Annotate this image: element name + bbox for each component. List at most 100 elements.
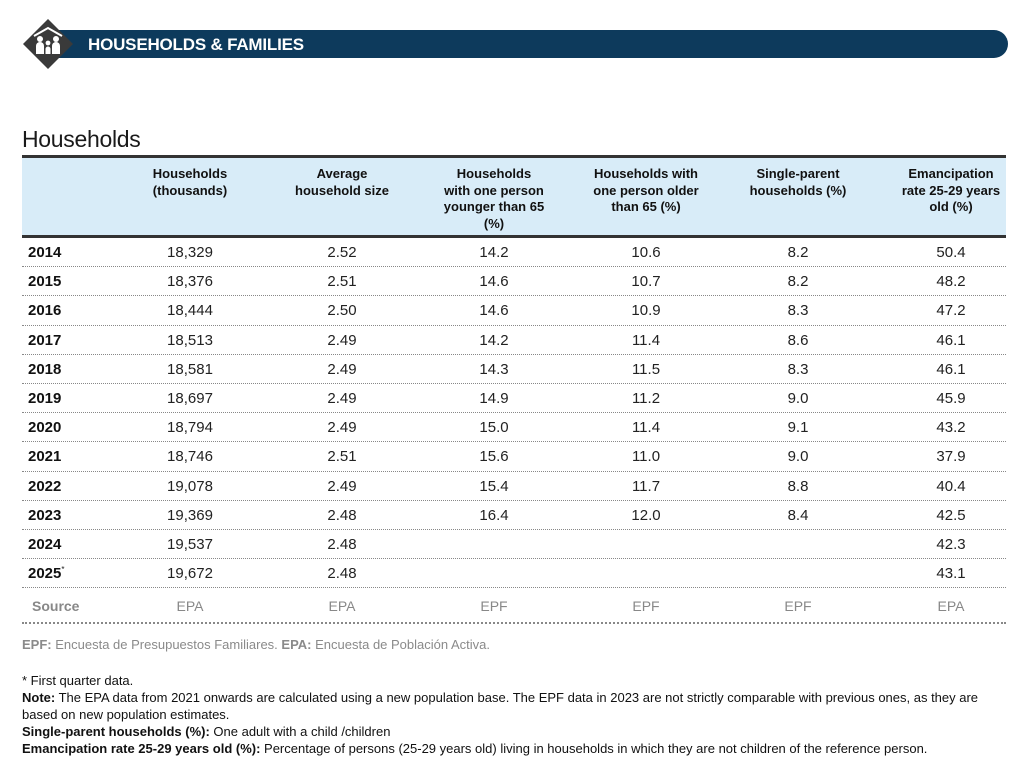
family-icon bbox=[23, 19, 73, 69]
table-cell: 15.0 bbox=[479, 419, 509, 437]
column-header-line: one person older bbox=[593, 182, 699, 198]
table-cell: 18,746 bbox=[167, 448, 213, 466]
year-cell: 2020 bbox=[28, 419, 61, 436]
table-cell: 8.8 bbox=[787, 477, 809, 495]
year-cell: 2019 bbox=[28, 390, 61, 407]
table-cell: 19,078 bbox=[167, 477, 213, 495]
year-label: 2018 bbox=[28, 360, 62, 378]
column-header-line: old (%) bbox=[929, 199, 973, 214]
table-row: 2015 18,376 2.51 14.6 10.7 8.2 48.2 bbox=[22, 267, 1006, 297]
table-cell: 8.2 bbox=[787, 244, 809, 261]
column-header-line: Emancipation bbox=[908, 166, 994, 181]
epf-text: Encuesta de Presupuestos Familiares. bbox=[51, 637, 282, 652]
year-cell: 2017 bbox=[28, 332, 61, 349]
year-cell: 2024 bbox=[28, 536, 61, 553]
table-cell: 14.9 bbox=[479, 389, 509, 407]
year-cell: 2015 bbox=[28, 273, 61, 290]
column-header-line: Average bbox=[316, 166, 368, 181]
column-header: Average household size bbox=[267, 166, 417, 199]
table-cell: 18,329 bbox=[167, 244, 213, 261]
table-body: 2014 18,329 2.52 14.2 10.6 8.2 50.4 2015 18,376 2… bbox=[22, 238, 1006, 589]
column-header: Households (thousands) bbox=[115, 166, 265, 199]
table-cell: 43.2 bbox=[936, 419, 966, 437]
column-header: Single-parent households (%) bbox=[723, 166, 873, 199]
table-cell: 2.48 bbox=[327, 565, 357, 583]
table-cell: 47.2 bbox=[936, 302, 966, 320]
first-quarter-note: * First quarter data. bbox=[22, 673, 134, 688]
table-cell: 2.49 bbox=[327, 389, 357, 407]
table-row: 2020 18,794 2.49 15.0 11.4 9.1 43.2 bbox=[22, 413, 1006, 443]
table-cell: 9.0 bbox=[787, 389, 809, 407]
table-cell: 8.2 bbox=[787, 273, 809, 291]
table-cell: 11.0 bbox=[631, 448, 661, 466]
table-cell: 2.52 bbox=[327, 244, 357, 261]
table-cell: 18,794 bbox=[167, 419, 213, 437]
table-cell: 18,697 bbox=[167, 389, 213, 407]
table-cell: 14.2 bbox=[479, 331, 509, 349]
table-cell: 2.49 bbox=[327, 419, 357, 437]
epa-label: EPA: bbox=[281, 637, 312, 652]
table-cell: 18,376 bbox=[167, 273, 213, 291]
column-header-line: younger than 65 bbox=[443, 199, 545, 214]
source-cell: EPA bbox=[176, 598, 204, 615]
table-cell: 9.0 bbox=[787, 448, 809, 466]
table-cell: 8.4 bbox=[787, 506, 809, 524]
table-cell: 37.9 bbox=[936, 448, 966, 466]
column-header: Emancipation rate 25-29 years old (%) bbox=[876, 166, 1024, 216]
column-header-line: with one person bbox=[444, 182, 544, 198]
table-cell: 18,581 bbox=[167, 360, 213, 378]
table-row: 2014 18,329 2.52 14.2 10.6 8.2 50.4 bbox=[22, 238, 1006, 268]
emancipation-text: Percentage of persons (25-29 years old) … bbox=[260, 741, 928, 756]
column-header-line: Households bbox=[456, 166, 532, 181]
epa-text: Encuesta de Población Activa. bbox=[311, 637, 491, 652]
table-cell: 19,672 bbox=[167, 565, 213, 583]
table-cell: 40.4 bbox=[936, 477, 966, 495]
table-cell: 45.9 bbox=[936, 389, 966, 407]
table-cell: 11.2 bbox=[631, 389, 661, 407]
table-cell: 12.0 bbox=[631, 506, 661, 524]
year-label: 2024 bbox=[28, 535, 62, 553]
table-cell: 16.4 bbox=[479, 506, 509, 524]
source-label: Source bbox=[32, 598, 80, 615]
single-parent-label: Single-parent households (%): bbox=[22, 724, 210, 739]
table-cell: 19,537 bbox=[167, 535, 213, 553]
abbreviations: EPF: Encuesta de Presupuestos Familiares… bbox=[22, 637, 490, 652]
column-header-line: households (%) bbox=[749, 182, 847, 198]
table-cell: 11.7 bbox=[631, 477, 661, 495]
table-cell: 14.3 bbox=[479, 360, 509, 378]
column-header: Households with one person older than 65 (… bbox=[571, 166, 721, 216]
table-cell: 2.48 bbox=[327, 506, 357, 524]
section-title: Households bbox=[22, 126, 141, 152]
table-row: 2024 19,537 2.48 42.3 bbox=[22, 530, 1006, 560]
table-cell: 2.51 bbox=[327, 273, 357, 291]
table-cell: 18,444 bbox=[167, 302, 213, 320]
table-cell: 48.2 bbox=[936, 273, 966, 291]
table-row: 2018 18,581 2.49 14.3 11.5 8.3 46.1 bbox=[22, 355, 1006, 384]
year-label: 2021 bbox=[28, 448, 62, 466]
source-cell: EPA bbox=[937, 598, 965, 615]
column-header-line: household size bbox=[295, 182, 389, 198]
table-cell: 8.3 bbox=[787, 302, 809, 320]
table-cell: 46.1 bbox=[936, 360, 966, 378]
note: Note: The EPA data from 2021 onwards are… bbox=[22, 689, 1012, 723]
year-footnote-mark: * bbox=[61, 565, 65, 575]
epf-label: EPF: bbox=[22, 637, 52, 652]
table-cell: 10.7 bbox=[631, 273, 661, 291]
year-label: 2023 bbox=[28, 506, 62, 524]
column-header-line: Single-parent bbox=[756, 166, 840, 181]
table-cell: 2.49 bbox=[327, 360, 357, 378]
column-header-line: Households bbox=[152, 166, 228, 181]
table-cell: 11.4 bbox=[631, 419, 661, 437]
year-cell: 2016 bbox=[28, 302, 61, 319]
banner-bar bbox=[56, 30, 1008, 58]
table-cell: 46.1 bbox=[936, 331, 966, 349]
table-cell: 2.48 bbox=[327, 535, 357, 553]
column-header: Households with one person younger than 65… bbox=[419, 166, 569, 232]
table-row: 2021 18,746 2.51 15.6 11.0 9.0 37.9 bbox=[22, 442, 1006, 472]
table-cell: 14.6 bbox=[479, 273, 509, 291]
table-cell: 9.1 bbox=[787, 419, 809, 437]
table-cell: 14.6 bbox=[479, 302, 509, 320]
banner-title: HOUSEHOLDS & FAMILIES bbox=[88, 35, 304, 54]
emancipation-label: Emancipation rate 25-29 years old (%): bbox=[22, 741, 261, 756]
households-table: Households (thousands) Average household si… bbox=[22, 155, 1006, 625]
